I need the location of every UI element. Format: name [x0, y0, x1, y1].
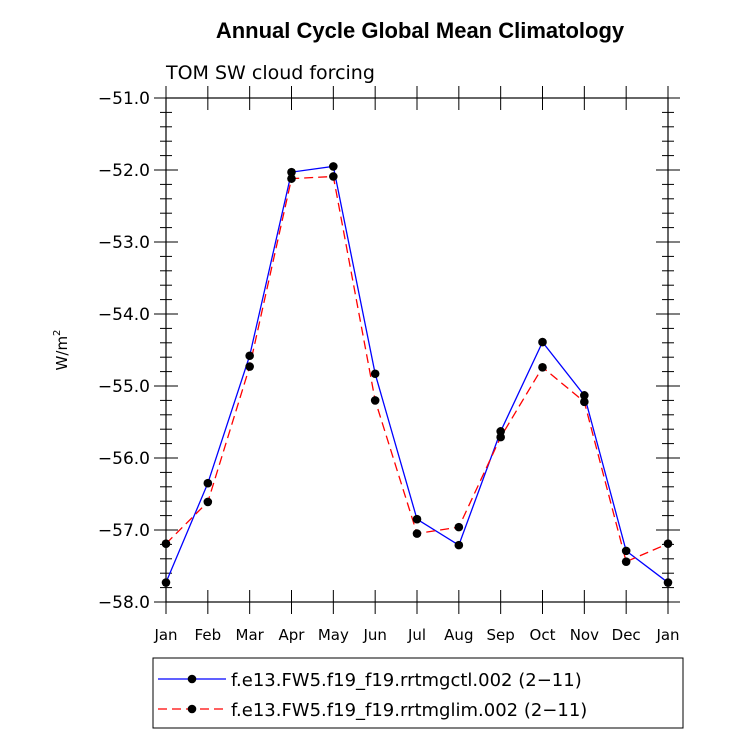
series-1-point: [329, 162, 338, 171]
x-tick-label: Jan: [153, 626, 177, 644]
x-tick-label: Apr: [279, 626, 306, 644]
y-tick-label: −54.0: [98, 305, 150, 325]
series-2-point: [580, 397, 589, 407]
y-tick-label: −52.0: [98, 161, 150, 181]
series-2-point: [203, 497, 213, 507]
axis-ticks: [154, 86, 680, 614]
series-1-point: [287, 167, 296, 177]
series-2-point: [454, 522, 464, 532]
series-2-point: [370, 396, 380, 405]
x-tick-label: May: [318, 626, 349, 644]
x-tick-label: Feb: [195, 626, 222, 644]
y-tick-label: −57.0: [98, 521, 150, 541]
x-tick-label: Jan: [655, 626, 679, 644]
y-axis-label: W/m2: [52, 330, 71, 371]
series-2-point: [329, 172, 338, 181]
x-tick-label: Nov: [570, 626, 599, 644]
legend: f.e13.FW5.f19_f19.rrtmgctl.002 (2−11) f.e…: [158, 670, 587, 721]
x-tick-label: Mar: [236, 626, 265, 644]
series-1-point: [538, 337, 547, 347]
y-axis-label-superscript: 2: [52, 330, 63, 336]
y-tick-label: −53.0: [98, 233, 150, 253]
series-2-point: [538, 362, 547, 372]
series-layer: [161, 162, 673, 587]
series-2-point: [621, 557, 631, 566]
series-2-point: [496, 432, 505, 442]
series-1-point: [454, 540, 464, 550]
y-tick-label: −55.0: [98, 377, 150, 397]
series-1-point: [245, 351, 254, 361]
series-2-point: [245, 362, 254, 371]
x-tick-label: Dec: [612, 626, 641, 644]
y-tick-label: −51.0: [98, 89, 150, 109]
legend-label-1: f.e13.FW5.f19_f19.rrtmgctl.002 (2−11): [231, 670, 582, 691]
series-1-point: [580, 391, 589, 400]
chart-subtitle: TOM SW cloud forcing: [165, 62, 375, 84]
series-line-2: [165, 175, 669, 563]
legend-box: [152, 657, 684, 729]
y-tick-label: −58.0: [98, 593, 150, 613]
series-1-point: [621, 546, 631, 556]
legend-label-2: f.e13.FW5.f19_f19.rrtmglim.002 (2−11): [231, 700, 587, 721]
series-1-point: [203, 478, 213, 488]
series-1-point: [412, 514, 422, 524]
y-axis-label-base: W/m: [53, 336, 71, 371]
x-tick-label: Sep: [487, 626, 515, 644]
x-tick-label: Oct: [530, 626, 556, 644]
x-tick-label: Jun: [362, 626, 386, 644]
series-2-point: [287, 174, 296, 183]
series-2-point: [412, 529, 422, 538]
legend-marker-1: [187, 674, 197, 684]
y-tick-label: −56.0: [98, 449, 150, 469]
plot-frame: [165, 97, 669, 603]
x-tick-label: Aug: [444, 626, 473, 644]
x-tick-labels: Jan Feb Mar Apr May Jun Jul Aug Sep Oct Nov Dec Jan: [153, 626, 679, 644]
legend-marker-2: [187, 704, 197, 714]
series-1-point: [370, 369, 380, 379]
chart-title: Annual Cycle Global Mean Climatology: [216, 18, 625, 43]
y-tick-labels: −51.0 −52.0 −53.0 −54.0 −55.0 −56.0 −57.0 −58.0: [98, 89, 150, 613]
x-tick-label: Jul: [407, 626, 426, 644]
